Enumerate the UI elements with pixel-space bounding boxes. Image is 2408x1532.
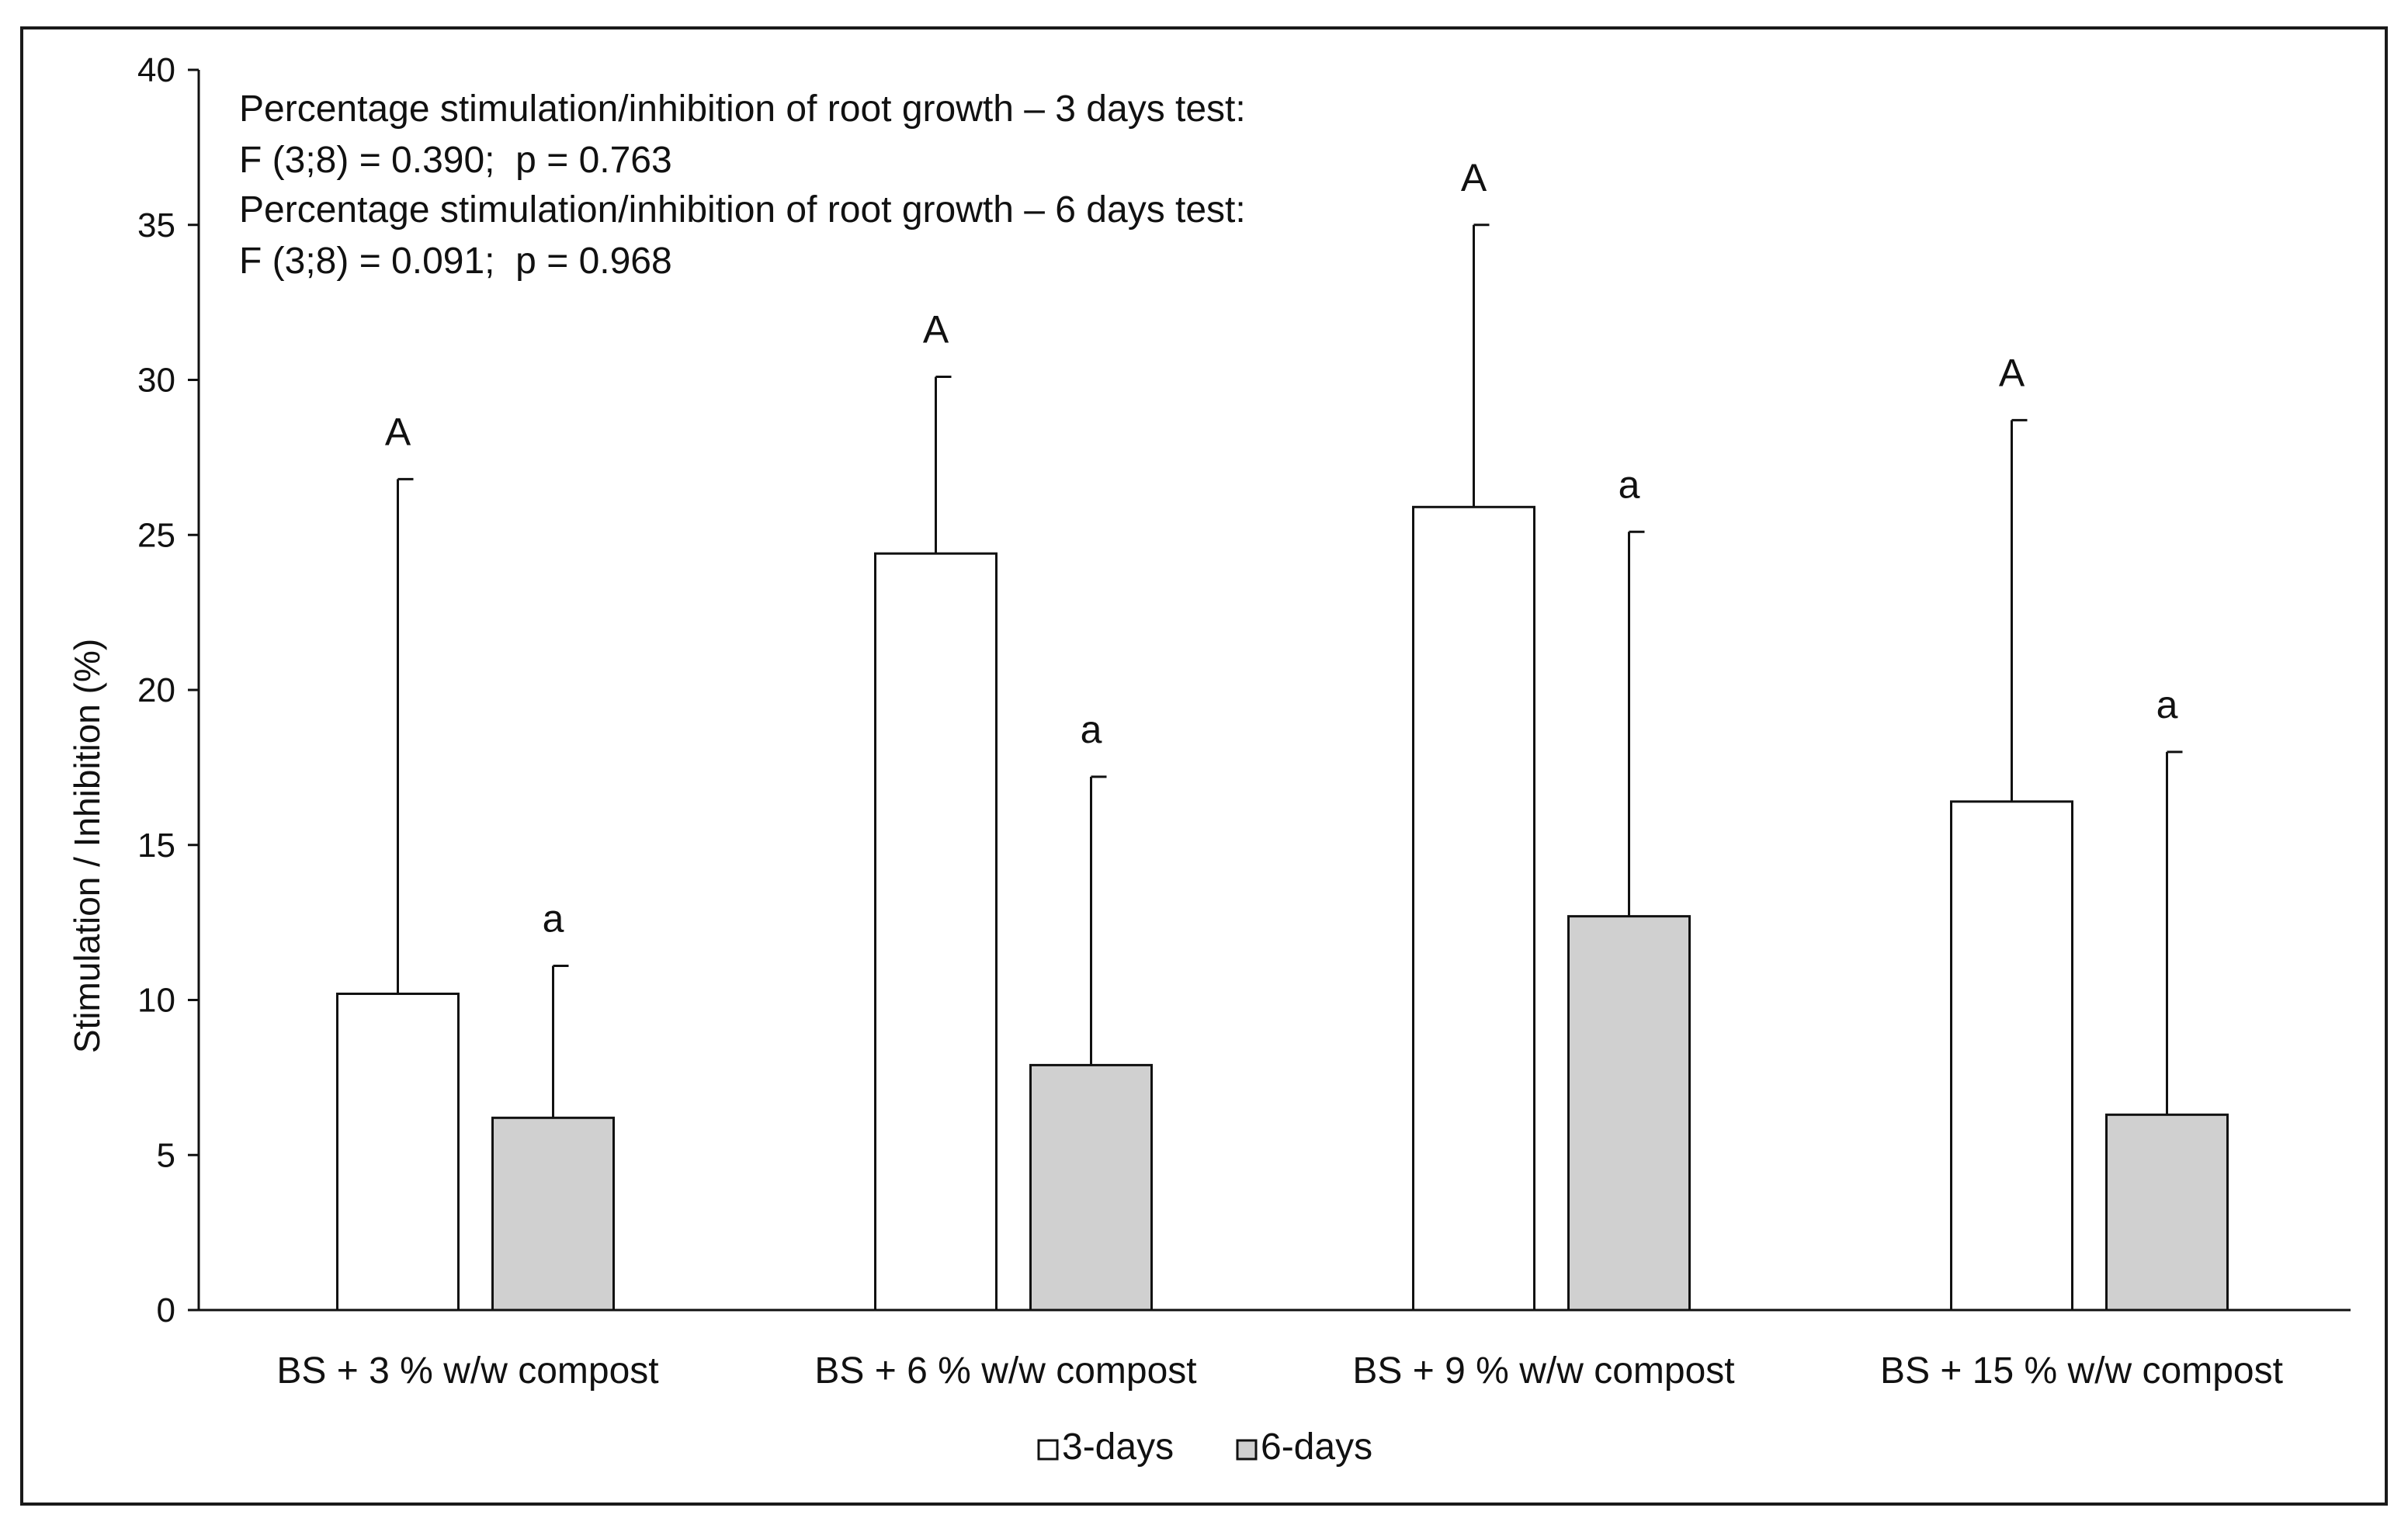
significance-letter: a <box>1619 463 1640 506</box>
legend: 3-days 6-days <box>1037 1426 1372 1468</box>
x-categories: BS + 3 % w/w compost BS + 6 % w/w compost… <box>276 1350 2283 1392</box>
bar-6-days-4 <box>2105 1113 2229 1312</box>
x-category-label: BS + 3 % w/w compost <box>276 1350 658 1392</box>
annotation-line-2: F (3;8) = 0.390; p = 0.763 <box>239 140 672 181</box>
legend-swatch-3-days <box>1037 1439 1059 1461</box>
significance-letters: Aa Aa Aa Aa <box>385 156 2178 941</box>
significance-letter: A <box>923 308 949 352</box>
y-tick-label: 20 <box>137 671 175 709</box>
y-tick-label: 10 <box>137 982 175 1020</box>
significance-letter: A <box>385 410 411 453</box>
significance-letter: A <box>1461 156 1487 199</box>
annotation-line-3: Percentage stimulation/inhibition of roo… <box>239 189 1246 230</box>
x-category-label: BS + 6 % w/w compost <box>814 1350 1196 1392</box>
stats-annotation: Percentage stimulation/inhibition of roo… <box>239 88 1246 282</box>
y-tick-label: 5 <box>157 1136 175 1174</box>
y-ticks: 0 5 10 15 20 25 30 35 40 <box>137 51 199 1329</box>
legend-label-3-days: 3-days <box>1062 1426 1174 1468</box>
y-tick-label: 40 <box>137 51 175 89</box>
bar-6-days-3 <box>1567 915 1691 1312</box>
y-tick-label: 35 <box>137 206 175 244</box>
annotation-line-1: Percentage stimulation/inhibition of roo… <box>239 88 1246 130</box>
x-category-label: BS + 15 % w/w compost <box>1880 1350 2283 1392</box>
y-tick-label: 25 <box>137 516 175 554</box>
annotation-line-4: F (3;8) = 0.091; p = 0.968 <box>239 241 672 282</box>
bar-3-days-2 <box>874 552 998 1312</box>
significance-letter: A <box>1999 351 2025 394</box>
bar-6-days-1 <box>491 1116 615 1312</box>
legend-swatch-6-days <box>1236 1439 1258 1461</box>
y-axis-title: Stimulation / Inhibition (%) <box>67 639 107 1053</box>
error-bars <box>397 224 2183 1118</box>
bars <box>336 505 2229 1312</box>
bar-3-days-1 <box>336 993 460 1312</box>
chart-frame <box>20 26 2388 1506</box>
bar-6-days-2 <box>1029 1063 1153 1312</box>
significance-letter: a <box>2156 683 2178 726</box>
bar-3-days-3 <box>1412 505 1535 1312</box>
significance-letter: a <box>1081 708 1102 751</box>
y-tick-label: 0 <box>157 1291 175 1329</box>
bar-3-days-4 <box>1950 800 2073 1312</box>
y-tick-label: 30 <box>137 362 175 400</box>
significance-letter: a <box>543 897 564 941</box>
x-category-label: BS + 9 % w/w compost <box>1352 1350 1734 1392</box>
legend-label-6-days: 6-days <box>1261 1426 1372 1468</box>
y-tick-label: 15 <box>137 827 175 865</box>
